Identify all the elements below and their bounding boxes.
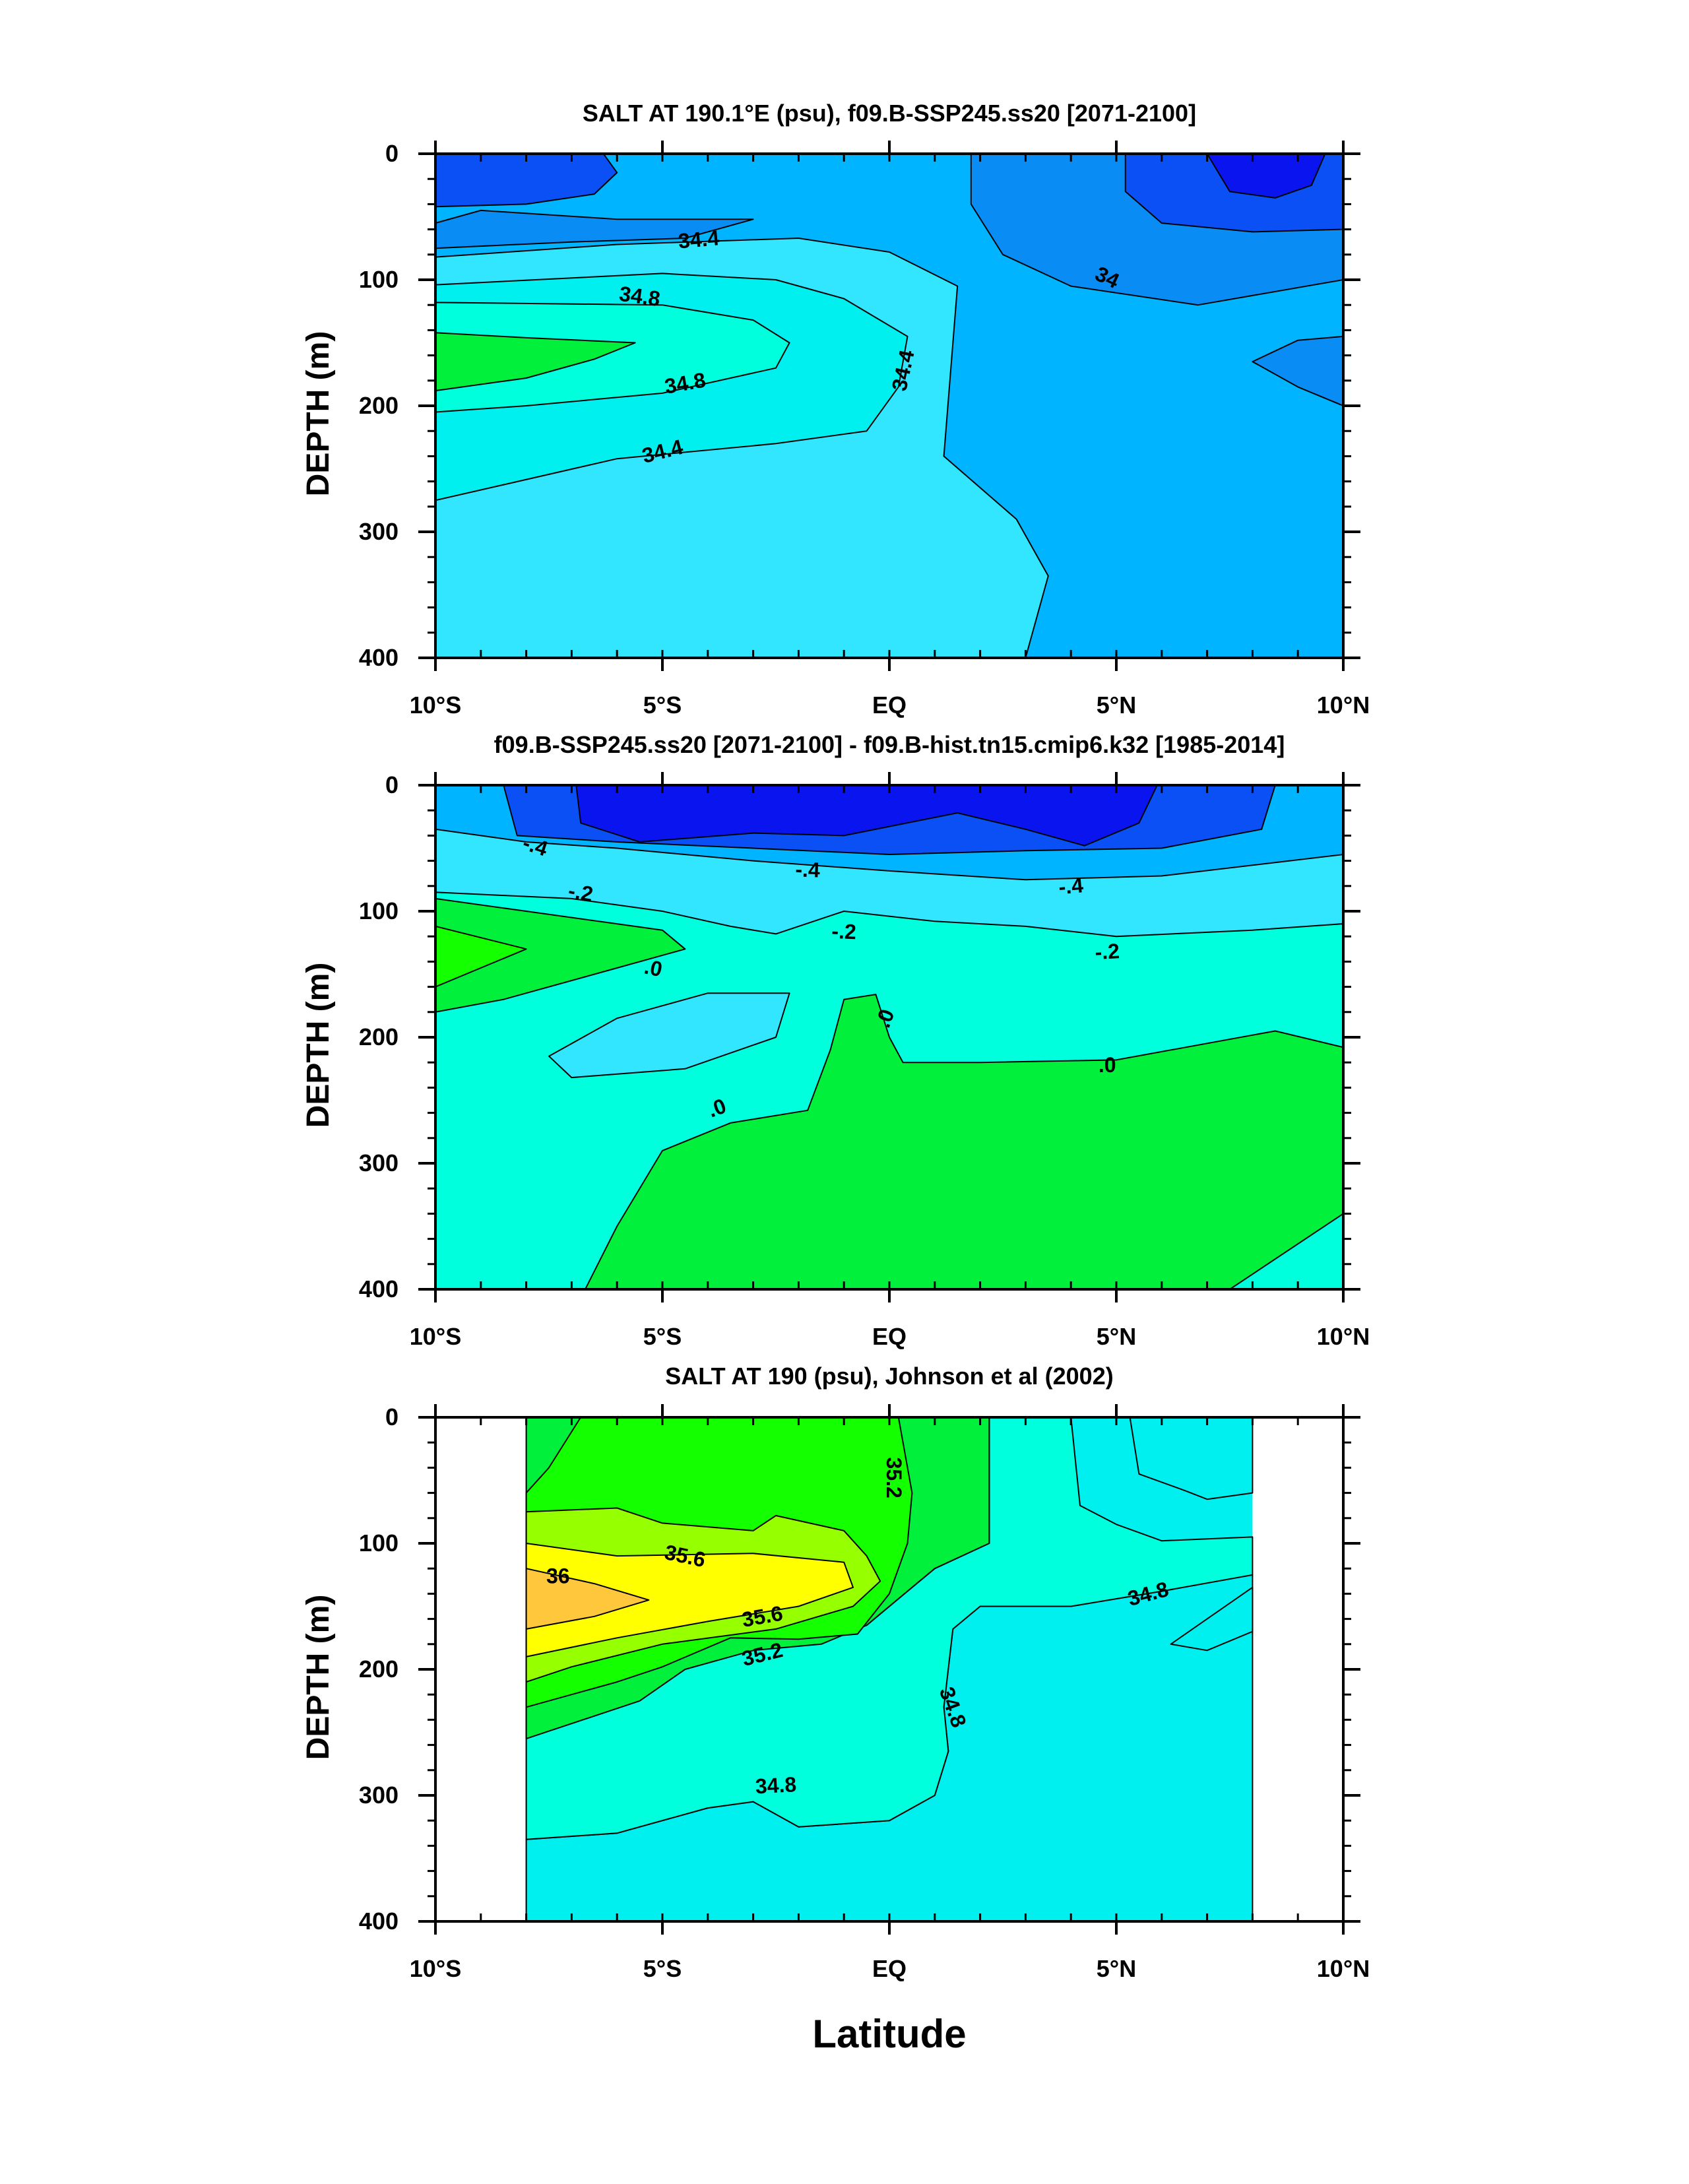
contour-region xyxy=(548,992,790,1079)
contour-label: -.2 xyxy=(567,878,595,906)
y-tick-label: 300 xyxy=(359,1782,398,1809)
contour-region xyxy=(1170,1586,1254,1652)
contour-label: 35.2 xyxy=(882,1458,906,1498)
y-tick-label: 300 xyxy=(359,518,398,545)
panel-title: f09.B-SSP245.ss20 [2071-2100] - f09.B-hi… xyxy=(494,731,1285,758)
panel-salt-model: SALT AT 190.1°E (psu), f09.B-SSP245.ss20… xyxy=(301,100,1370,719)
contour-region xyxy=(435,302,790,413)
y-tick-label: 400 xyxy=(359,644,398,671)
x-tick-label: 10°S xyxy=(410,691,461,719)
x-tick-label: 10°S xyxy=(410,1955,461,1982)
y-tick-label: 0 xyxy=(385,1403,398,1430)
y-tick-label: 300 xyxy=(359,1149,398,1176)
panel-salt-observed: SALT AT 190 (psu), Johnson et al (2002) … xyxy=(301,1363,1370,1982)
contour-region xyxy=(525,1568,650,1630)
contour-label: 34.4 xyxy=(677,226,720,253)
x-tick-label: EQ xyxy=(872,691,907,719)
x-tick-label: EQ xyxy=(872,1323,907,1350)
x-tick-label: 10°N xyxy=(1317,691,1370,719)
x-tick-label: 10°N xyxy=(1317,1955,1370,1982)
x-tick-label: 10°S xyxy=(410,1323,461,1350)
contour-region xyxy=(435,897,686,1013)
contour-region xyxy=(435,154,618,208)
y-tick-label: 200 xyxy=(359,1655,398,1683)
y-tick-label: 100 xyxy=(359,1529,398,1557)
contour-region xyxy=(1206,154,1326,199)
contour-region xyxy=(1129,1417,1254,1500)
contour-label: 36 xyxy=(546,1564,570,1588)
x-tick-label: 5°N xyxy=(1097,1323,1136,1350)
y-axis-label: DEPTH (m) xyxy=(301,963,336,1128)
x-tick-label: 10°N xyxy=(1317,1323,1370,1350)
y-tick-label: 0 xyxy=(385,771,398,798)
y-tick-label: 400 xyxy=(359,1275,398,1302)
contour-label: -.4 xyxy=(795,857,821,882)
contour-fills: 34.434.834.834.434.434 xyxy=(435,154,1343,658)
y-axis-label: DEPTH (m) xyxy=(301,331,336,497)
contour-label: .0 xyxy=(1099,1053,1116,1077)
panel-salt-difference: f09.B-SSP245.ss20 [2071-2100] - f09.B-hi… xyxy=(301,731,1370,1350)
contour-region xyxy=(575,785,1158,847)
y-axis-label: DEPTH (m) xyxy=(301,1595,336,1760)
y-tick-label: 0 xyxy=(385,140,398,167)
x-tick-label: 5°S xyxy=(643,1955,682,1982)
panel-title: SALT AT 190 (psu), Johnson et al (2002) xyxy=(665,1363,1113,1390)
y-tick-label: 400 xyxy=(359,1908,398,1935)
y-tick-label: 200 xyxy=(359,392,398,419)
contour-region xyxy=(435,209,754,249)
contour-label: -.4 xyxy=(1058,873,1085,899)
contour-label: -.2 xyxy=(1095,939,1120,964)
x-tick-label: 5°N xyxy=(1097,1955,1136,1982)
y-tick-label: 200 xyxy=(359,1023,398,1050)
x-tick-label: 5°S xyxy=(643,1323,682,1350)
contour-region xyxy=(585,994,1343,1289)
plot-area: -.4-.2-.4-.4-.2-.2.0.0.0.010°S 5°S EQ 5°N 10… xyxy=(359,771,1370,1350)
contour-region xyxy=(435,925,527,988)
x-tick-label: 5°N xyxy=(1097,691,1136,719)
contour-region xyxy=(1252,335,1343,406)
contour-label: 34.8 xyxy=(618,282,662,311)
contour-label: -.2 xyxy=(831,919,857,944)
x-tick-label: 5°S xyxy=(643,691,682,719)
x-tick-label: EQ xyxy=(872,1955,907,1982)
x-axis-label: Latitude xyxy=(812,2012,966,2056)
contour-label: 34.8 xyxy=(755,1772,797,1798)
panel-title: SALT AT 190.1°E (psu), f09.B-SSP245.ss20… xyxy=(583,100,1196,127)
contour-fills: -.4-.2-.4-.4-.2-.2.0.0.0.0 xyxy=(435,785,1343,1289)
y-tick-label: 100 xyxy=(359,266,398,293)
y-tick-label: 100 xyxy=(359,897,398,924)
contour-region xyxy=(435,332,636,392)
contour-region xyxy=(525,1543,854,1657)
